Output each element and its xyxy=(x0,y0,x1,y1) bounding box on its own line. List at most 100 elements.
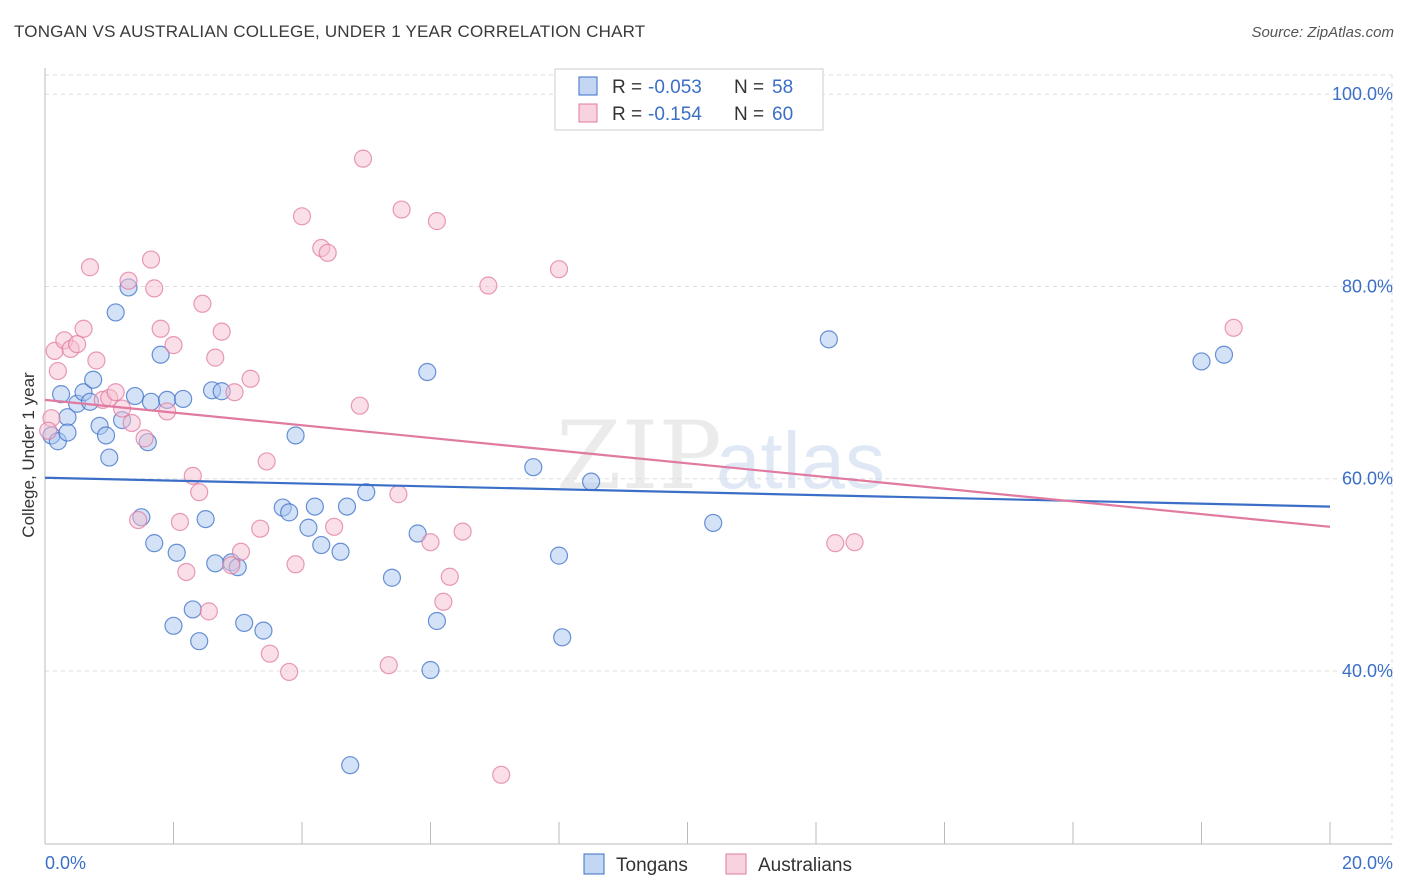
tongans-point xyxy=(280,503,299,522)
australians-point xyxy=(74,319,93,338)
australians-point xyxy=(434,592,453,611)
tongans-point xyxy=(418,362,437,382)
tongans-point xyxy=(167,543,186,562)
tongans-point xyxy=(206,554,225,573)
australians-point xyxy=(68,335,87,354)
tongans-point xyxy=(183,600,202,619)
australians-point xyxy=(251,519,270,538)
australians-point xyxy=(492,765,511,784)
tongans-trend-line xyxy=(44,476,1331,508)
australians-point xyxy=(427,212,447,231)
australians-point xyxy=(292,207,312,226)
y-tick-label: 80.0% xyxy=(1342,276,1393,296)
tongans-point xyxy=(341,756,360,775)
australians-point xyxy=(325,517,344,536)
australians-point xyxy=(260,644,279,663)
tongans-point xyxy=(254,621,273,640)
australians-point xyxy=(119,271,138,290)
gridlines xyxy=(45,74,1393,844)
tongans-point xyxy=(312,535,331,555)
australians-point xyxy=(379,656,398,675)
australians-point xyxy=(231,542,251,561)
tongans-point xyxy=(145,534,164,553)
australians-point xyxy=(199,602,218,621)
australians-point xyxy=(164,336,183,355)
tongans-point xyxy=(299,518,318,537)
watermark-zip: ZIP xyxy=(556,402,722,511)
tick-labels: 40.0% 60.0% 80.0% 100.0% 0.0% 20.0% xyxy=(45,84,1393,873)
australians-trend-line xyxy=(44,398,1331,528)
legend-n-label: N = xyxy=(734,104,764,125)
australians-point xyxy=(1224,318,1243,337)
x-tick-label: 0.0% xyxy=(45,853,86,873)
australians-point xyxy=(353,149,373,168)
y-tick-label: 100.0% xyxy=(1332,84,1393,104)
tongans-point xyxy=(704,513,723,533)
australians-point xyxy=(206,348,225,367)
legend-n-value: 58 xyxy=(772,77,793,98)
australians-point xyxy=(135,429,154,448)
tongans-point xyxy=(96,426,116,445)
tongans-point xyxy=(524,458,543,477)
tongans-point xyxy=(106,303,125,322)
australians-point xyxy=(350,396,369,415)
tongans-point xyxy=(196,509,215,529)
tongans-point xyxy=(582,472,601,491)
tongans-point xyxy=(84,370,103,389)
tongans-point xyxy=(286,426,305,445)
australians-point xyxy=(286,555,305,574)
tongans-point xyxy=(819,330,838,349)
chart-title: TONGAN VS AUSTRALIAN COLLEGE, UNDER 1 YE… xyxy=(14,22,646,41)
australians-point xyxy=(421,533,440,552)
tongans-point xyxy=(1192,352,1211,371)
australians-point xyxy=(193,294,212,313)
legend: R = -0.053 N = 58 R = -0.154 N = 60 xyxy=(554,68,824,131)
legend-swatch xyxy=(578,76,598,96)
x-tick-label: 20.0% xyxy=(1342,853,1393,873)
axes xyxy=(44,68,1392,845)
australians-point xyxy=(453,522,472,541)
australians-point xyxy=(280,662,299,682)
tongans-point xyxy=(421,660,440,680)
tongans-point xyxy=(141,392,161,411)
source-label: Source: ZipAtlas.com xyxy=(1251,24,1394,41)
australians-point xyxy=(87,351,106,370)
trend-lines xyxy=(44,398,1331,528)
tongans-point xyxy=(305,497,324,516)
australians-point xyxy=(106,383,125,402)
australians-point xyxy=(48,361,67,381)
tongans-point xyxy=(382,568,402,587)
tongans-point xyxy=(1214,345,1234,364)
australians-point xyxy=(225,383,244,402)
australians-point xyxy=(257,452,276,471)
tongans-point xyxy=(549,546,569,565)
legend-r-value: -0.154 xyxy=(648,104,702,125)
tongans-point xyxy=(553,628,572,647)
tongans-point xyxy=(125,386,145,406)
bottom-legend: Tongans Australians xyxy=(583,853,852,876)
bottom-legend-label: Tongans xyxy=(616,855,688,876)
tongans-point xyxy=(235,613,254,633)
tongans-point xyxy=(427,611,447,631)
watermark-atlas: atlas xyxy=(716,416,885,505)
data-points xyxy=(39,149,1243,784)
tongans-point xyxy=(174,389,193,409)
australians-point xyxy=(392,200,411,219)
tongans-point xyxy=(337,497,357,516)
tongans-point xyxy=(100,448,119,467)
legend-swatch xyxy=(578,103,598,123)
australians-point xyxy=(80,258,100,277)
tongans-point xyxy=(331,542,350,561)
y-tick-label: 40.0% xyxy=(1342,661,1393,681)
australians-point xyxy=(141,250,161,269)
tongans-point xyxy=(151,345,170,364)
watermark: ZIP atlas xyxy=(556,402,885,511)
australians-point xyxy=(129,510,148,530)
legend-n-label: N = xyxy=(734,77,764,98)
australians-point xyxy=(440,567,459,586)
australians-point xyxy=(177,562,196,582)
australians-point xyxy=(549,260,569,279)
australians-point xyxy=(212,322,231,341)
legend-r-label: R = xyxy=(612,77,642,98)
